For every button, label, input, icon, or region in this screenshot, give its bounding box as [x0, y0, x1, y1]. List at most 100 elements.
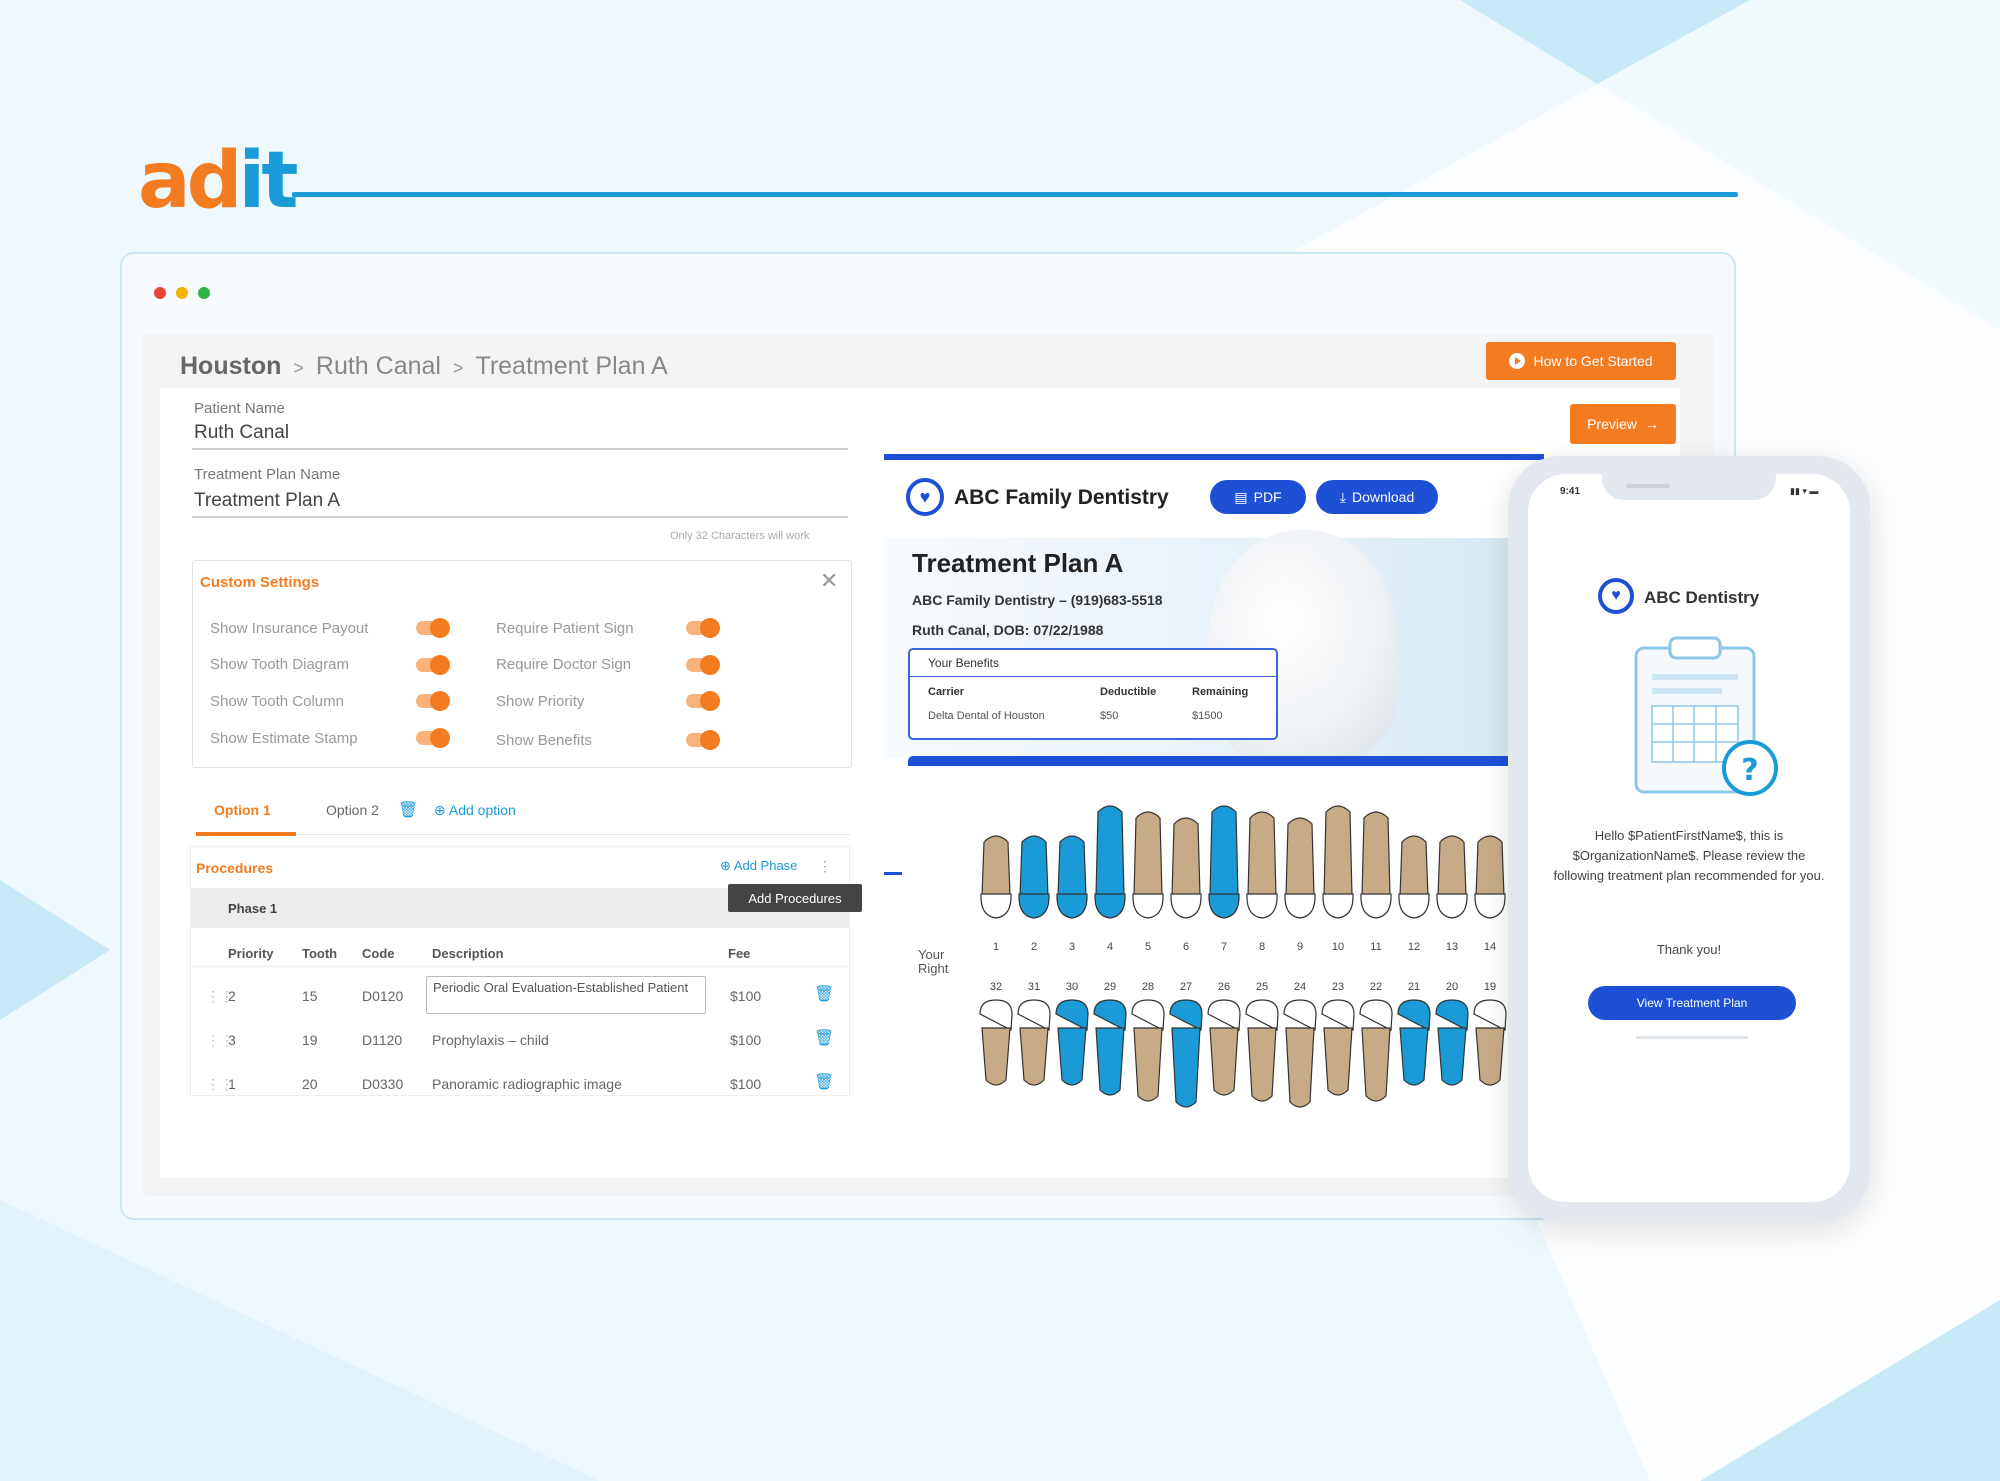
tooth-number: 19	[1484, 981, 1496, 993]
pdf-button[interactable]: ▤ PDF	[1210, 480, 1306, 514]
lower-tooth[interactable]	[1435, 999, 1469, 1086]
upper-tooth[interactable]	[1360, 811, 1392, 919]
upper-tooth[interactable]	[1398, 835, 1430, 919]
lower-tooth[interactable]	[1093, 999, 1127, 1096]
upper-tooth[interactable]	[1246, 811, 1278, 919]
add-option-button[interactable]: ⊕ Add option	[434, 802, 516, 819]
upper-tooth[interactable]	[1094, 805, 1126, 919]
upper-tooth[interactable]	[1474, 835, 1506, 919]
toggle-switch[interactable]	[416, 691, 450, 711]
trash-icon[interactable]: 🗑	[814, 1030, 835, 1047]
trash-icon[interactable]: 🗑	[814, 986, 835, 1003]
maximize-dot[interactable]	[198, 287, 210, 299]
tooth-number: 10	[1332, 941, 1344, 953]
collapse-icon[interactable]: ✕	[820, 568, 839, 593]
drag-handle-icon[interactable]: ⋮⋮	[206, 988, 234, 1004]
tooth-number: 20	[1446, 981, 1458, 993]
toggle-switch[interactable]	[686, 655, 720, 675]
upper-tooth[interactable]	[1132, 811, 1164, 919]
row-tooth[interactable]: 20	[302, 1076, 318, 1092]
row-code[interactable]: D0120	[362, 988, 404, 1004]
view-treatment-plan-button[interactable]: View Treatment Plan	[1588, 986, 1796, 1020]
benefits-divider	[910, 676, 1276, 677]
lower-tooth[interactable]	[1131, 999, 1165, 1102]
row-priority[interactable]: 3	[228, 1032, 236, 1048]
description-input[interactable]: Periodic Oral Evaluation-Established Pat…	[426, 976, 706, 1014]
phone-message: Hello $PatientFirstName$, this is $Organ…	[1553, 828, 1825, 884]
more-vertical-icon[interactable]: ⋮	[818, 858, 832, 874]
tooth-number: 24	[1294, 981, 1306, 993]
upper-tooth[interactable]	[1208, 805, 1240, 919]
lower-tooth[interactable]	[1397, 999, 1431, 1086]
lower-tooth[interactable]	[1169, 999, 1203, 1108]
upper-tooth[interactable]	[1436, 835, 1468, 919]
upper-tooth[interactable]	[1056, 835, 1088, 919]
row-priority[interactable]: 1	[228, 1076, 236, 1092]
upper-tooth[interactable]	[1322, 805, 1354, 919]
close-dot[interactable]	[154, 287, 166, 299]
toggle-switch[interactable]	[416, 618, 450, 638]
lower-tooth[interactable]	[1017, 999, 1051, 1086]
row-tooth[interactable]: 15	[302, 988, 318, 1004]
lower-tooth[interactable]	[1207, 999, 1241, 1096]
tooth-number: 1	[993, 941, 999, 953]
minimize-dot[interactable]	[176, 287, 188, 299]
toggle-switch[interactable]	[686, 618, 720, 638]
row-tooth[interactable]: 19	[302, 1032, 318, 1048]
toggle-switch[interactable]	[686, 730, 720, 750]
add-phase-button[interactable]: ⊕ Add Phase	[720, 858, 797, 874]
lower-tooth[interactable]	[1473, 999, 1507, 1086]
row-fee[interactable]: $100	[730, 1032, 762, 1048]
patient-name-input[interactable]: Ruth Canal	[194, 422, 290, 443]
benefits-header: Deductible	[1100, 686, 1157, 698]
lower-tooth[interactable]	[979, 999, 1013, 1086]
column-header: Priority	[228, 946, 274, 961]
breadcrumb-plan: Treatment Plan A	[475, 352, 668, 380]
how-to-get-started-button[interactable]: How to Get Started	[1486, 342, 1676, 380]
plan-name-underline	[192, 516, 848, 518]
row-description[interactable]: Prophylaxis – child	[432, 1032, 549, 1048]
preview-button[interactable]: Preview →	[1570, 404, 1676, 444]
row-code[interactable]: D1120	[362, 1032, 403, 1048]
setting-label: Require Patient Sign	[496, 620, 634, 637]
tab-option-1[interactable]: Option 1	[214, 802, 271, 818]
trash-icon[interactable]: 🗑	[398, 802, 419, 819]
tooth-number: 30	[1066, 981, 1078, 993]
upper-tooth[interactable]	[1018, 835, 1050, 919]
setting-label: Show Insurance Payout	[210, 620, 369, 637]
toggle-switch[interactable]	[686, 691, 720, 711]
setting-label: Require Doctor Sign	[496, 656, 632, 673]
row-fee[interactable]: $100	[730, 1076, 762, 1092]
tooth-number: 2	[1031, 941, 1037, 953]
upper-tooth[interactable]	[1170, 817, 1202, 919]
tab-option-2[interactable]: Option 2	[326, 802, 379, 818]
row-fee[interactable]: $100	[730, 988, 762, 1004]
row-code[interactable]: D0330	[362, 1076, 404, 1092]
heart-logo-icon: ♥	[1598, 578, 1634, 614]
breadcrumb-location[interactable]: Houston	[180, 352, 282, 380]
add-phase-label: Add Phase	[733, 858, 798, 873]
lower-tooth[interactable]	[1055, 999, 1089, 1086]
download-button[interactable]: ⤓ Download	[1316, 480, 1438, 514]
lower-tooth[interactable]	[1359, 999, 1393, 1102]
trash-icon[interactable]: 🗑	[814, 1074, 835, 1091]
row-priority[interactable]: 2	[228, 988, 236, 1004]
upper-tooth[interactable]	[1284, 817, 1316, 919]
lower-tooth[interactable]	[1321, 999, 1355, 1096]
drag-handle-icon[interactable]: ⋮⋮	[206, 1076, 234, 1092]
chevron-right-icon: >	[452, 358, 464, 378]
drag-handle-icon[interactable]: ⋮⋮	[206, 1032, 234, 1048]
download-label: Download	[1351, 489, 1415, 505]
row-description[interactable]: Panoramic radiographic image	[432, 1076, 622, 1092]
toggle-switch[interactable]	[416, 728, 450, 748]
toggle-switch[interactable]	[416, 655, 450, 675]
setting-label: Show Priority	[496, 693, 585, 710]
lower-tooth[interactable]	[1245, 999, 1279, 1102]
lower-tooth[interactable]	[1283, 999, 1317, 1108]
tooth-number: 7	[1221, 941, 1227, 953]
upper-tooth[interactable]	[980, 835, 1012, 919]
breadcrumb-patient[interactable]: Ruth Canal	[315, 352, 441, 380]
plan-name-input[interactable]: Treatment Plan A	[194, 490, 341, 511]
benefits-title: Your Benefits	[928, 656, 999, 670]
